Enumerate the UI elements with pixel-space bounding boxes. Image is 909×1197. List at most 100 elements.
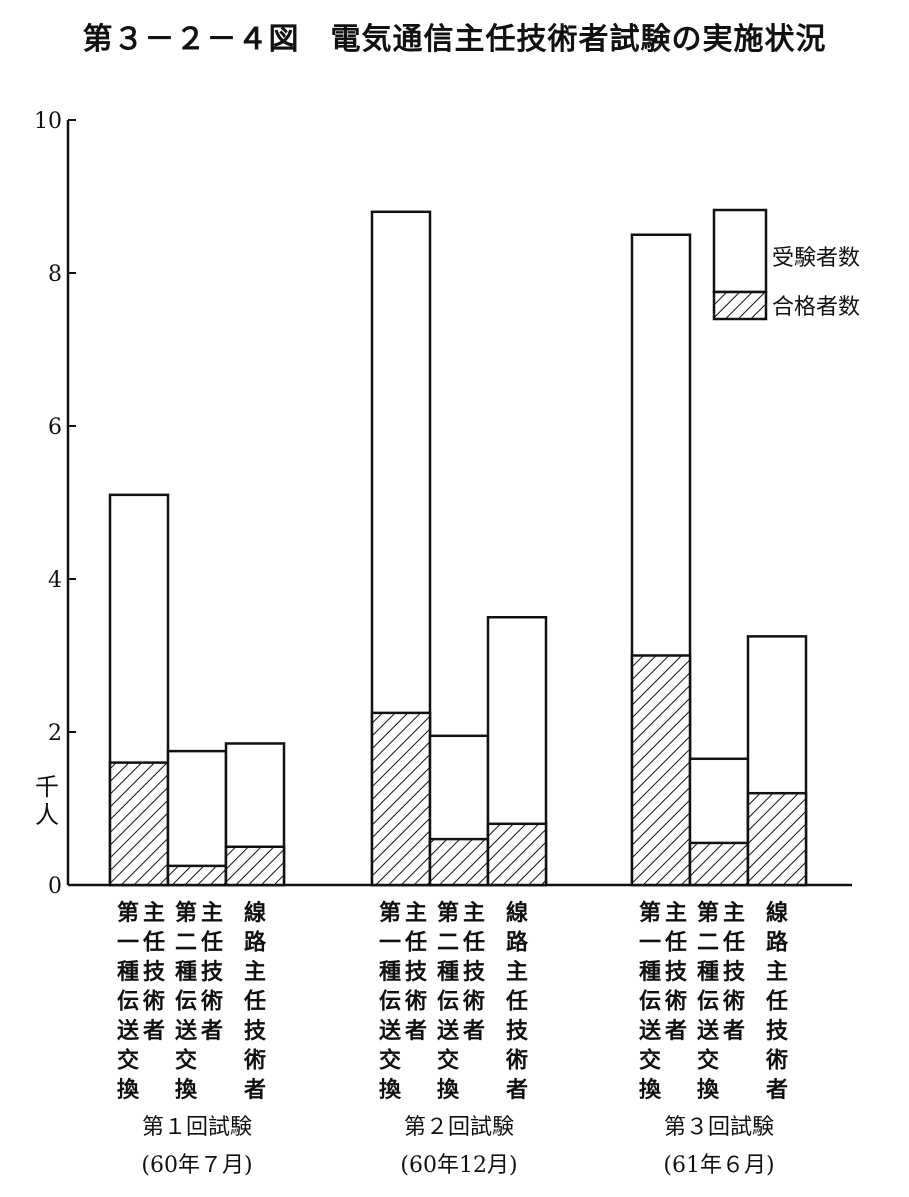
category-label-char: 術 (404, 989, 427, 1015)
category-label-char: 任 (243, 989, 266, 1015)
category-label-char: 換 (175, 1077, 198, 1103)
bar-passed (108, 761, 170, 887)
category-label-char: 術 (505, 1048, 528, 1074)
category-label-char: 伝 (437, 989, 459, 1015)
category-label-char: 者 (462, 1018, 485, 1044)
category-label-char: 伝 (379, 989, 401, 1015)
bars (108, 210, 808, 887)
category-label-char: 主 (244, 959, 266, 985)
category-label-char: 換 (379, 1077, 402, 1103)
category-label-char: 任 (664, 930, 687, 956)
category-label-char: 第 (639, 900, 661, 926)
category-label-char: 者 (722, 1018, 745, 1044)
category-label-char: 一 (379, 930, 401, 956)
category-label-char: 二 (437, 930, 459, 956)
category-label-char: 送 (117, 1018, 139, 1044)
category-label-char: 技 (506, 1018, 529, 1044)
category-label-char: 換 (117, 1077, 140, 1103)
category-label-char: 第 (379, 900, 401, 926)
category-label-char: 技 (723, 959, 746, 985)
category-label-char: 技 (143, 959, 166, 985)
category-label-char: 技 (463, 959, 486, 985)
category-label-char: 第 (175, 900, 197, 926)
category-label-char: 送 (437, 1018, 459, 1044)
y-tick-label: 4 (48, 568, 62, 593)
category-label-char: 送 (639, 1018, 661, 1044)
category-label-char: 第 (117, 900, 139, 926)
category-label-char: 者 (765, 1077, 788, 1103)
category-label-char: 主 (766, 959, 788, 985)
category-label-char: 技 (665, 959, 688, 985)
category-label-char: 主 (201, 900, 223, 926)
category-label-char: 主 (723, 900, 745, 926)
category-label-char: 技 (405, 959, 428, 985)
category-label-char: 主 (463, 900, 485, 926)
group-date: (61年６月) (663, 1153, 774, 1178)
category-label-char: 主 (405, 900, 427, 926)
category-label-char: 技 (244, 1018, 267, 1044)
category-label-char: 主 (506, 959, 528, 985)
category-label-char: 種 (117, 959, 139, 985)
category-label-char: 換 (639, 1077, 662, 1103)
group-label: 第２回試験 (404, 1115, 514, 1140)
legend-swatch-examinees (712, 208, 768, 294)
category-label-char: 術 (664, 989, 687, 1015)
bar-passed (224, 845, 286, 887)
category-label-char: 術 (243, 1048, 266, 1074)
bar-passed (630, 654, 692, 887)
category-label-char: 線 (766, 900, 788, 926)
category-label-char: 任 (722, 930, 745, 956)
category-label-char: 任 (404, 930, 427, 956)
category-label-char: 伝 (639, 989, 661, 1015)
category-label-char: 二 (697, 930, 719, 956)
bar-passed (428, 837, 490, 887)
y-tick-label: 8 (48, 262, 62, 287)
category-label-char: 線 (244, 900, 266, 926)
category-label-char: 伝 (117, 989, 139, 1015)
category-label-char: 術 (765, 1048, 788, 1074)
category-label-char: 送 (175, 1018, 197, 1044)
bar-passed (688, 841, 750, 887)
category-label-char: 任 (505, 989, 528, 1015)
category-label-char: 術 (142, 989, 165, 1015)
bar-passed (370, 711, 432, 887)
category-label-char: 者 (142, 1018, 165, 1044)
category-label-char: 術 (200, 989, 223, 1015)
group-labels: 第１回試験 (60年７月) 第２回試験 (60年12月) 第３回試験 (61年６月) (141, 1115, 774, 1178)
category-label-char: 術 (722, 989, 745, 1015)
category-label-char: 第 (697, 900, 719, 926)
category-label-char: 者 (404, 1018, 427, 1044)
category-label-char: 交 (639, 1048, 661, 1074)
category-label-char: 一 (117, 930, 139, 956)
category-label-char: 者 (664, 1018, 687, 1044)
chart-title: 第３－２－４図 電気通信主任技術者試験の実施状況 (82, 22, 827, 57)
category-label-char: 送 (379, 1018, 401, 1044)
legend-swatch-passed (712, 290, 768, 321)
category-label-char: 種 (175, 959, 197, 985)
y-tick-label: 0 (48, 874, 62, 899)
category-label-char: 種 (639, 959, 661, 985)
category-label-char: 交 (379, 1048, 401, 1074)
category-label-char: 者 (200, 1018, 223, 1044)
category-label-char: 任 (462, 930, 485, 956)
category-label-char: 技 (201, 959, 224, 985)
category-label-char: 路 (766, 930, 789, 956)
category-label-char: 伝 (175, 989, 197, 1015)
category-label-char: 種 (697, 959, 719, 985)
category-label-char: 任 (765, 989, 788, 1015)
category-label-char: 交 (437, 1048, 459, 1074)
group-label: 第３回試験 (664, 1115, 774, 1140)
bar-examinees (166, 749, 228, 887)
category-label-char: 第 (437, 900, 459, 926)
category-label-char: 主 (665, 900, 687, 926)
bar-passed (746, 791, 808, 887)
category-label-char: 技 (766, 1018, 789, 1044)
category-label-char: 者 (505, 1077, 528, 1103)
legend-label-passed: 合格者数 (772, 295, 860, 320)
bar-passed (486, 822, 548, 887)
category-label-char: 路 (244, 930, 267, 956)
category-label-char: 送 (697, 1018, 719, 1044)
category-label-char: 一 (639, 930, 661, 956)
